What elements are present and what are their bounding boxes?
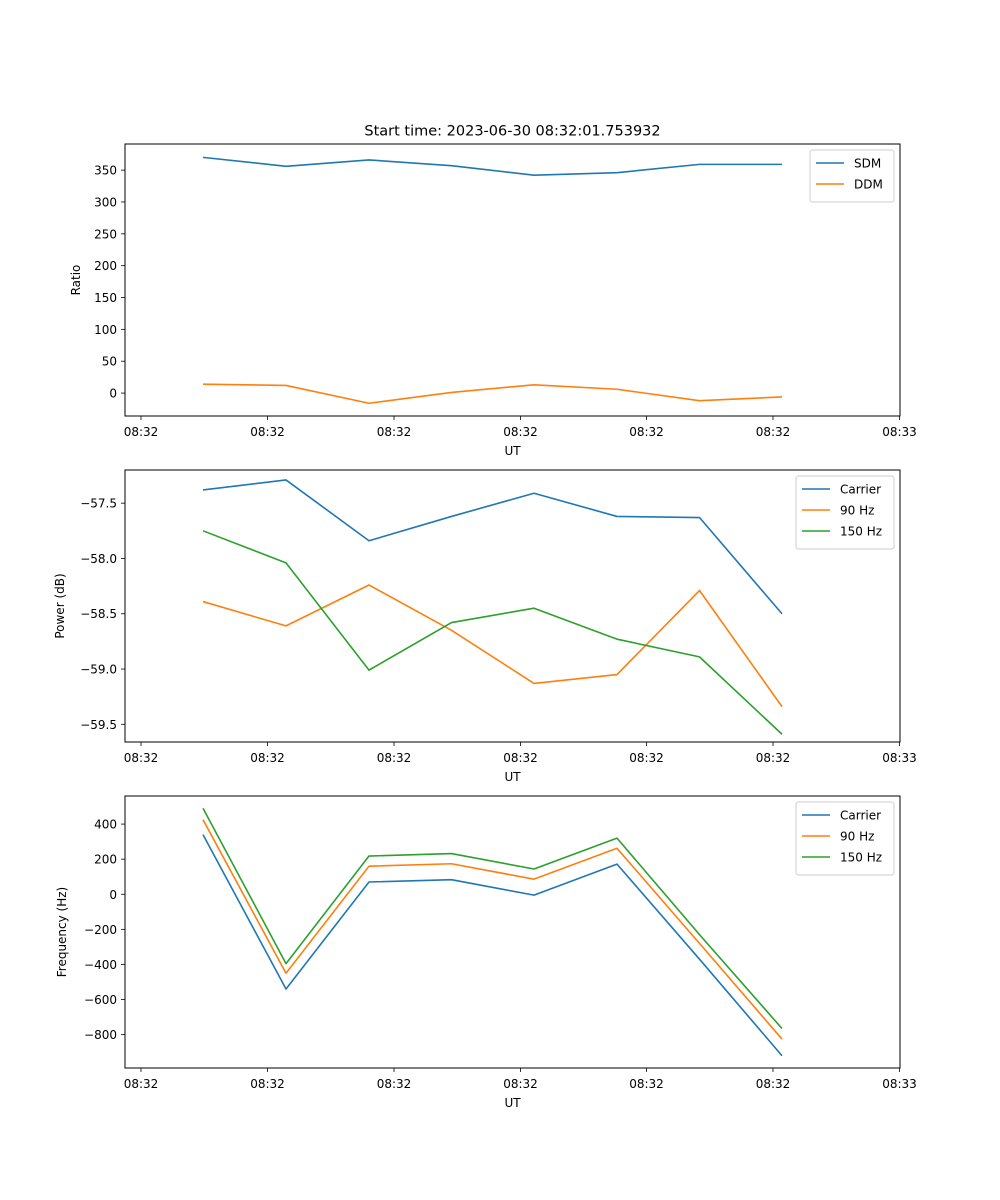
- series-line-carrier: [202, 834, 783, 1057]
- series-line-150-hz: [202, 530, 783, 735]
- legend-label: 150 Hz: [840, 525, 882, 539]
- y-tick-label: −200: [84, 923, 117, 937]
- x-tick-label: 08:32: [377, 1077, 412, 1091]
- legend-label: DDM: [854, 178, 883, 192]
- y-tick-label: −800: [84, 1028, 117, 1042]
- x-axis-label: UT: [504, 1096, 521, 1110]
- y-axis-label: Ratio: [69, 265, 83, 296]
- x-tick-label: 08:32: [124, 751, 159, 765]
- x-tick-label: 08:32: [629, 425, 664, 439]
- y-tick-label: 200: [94, 259, 117, 273]
- series-line-carrier: [202, 479, 783, 615]
- x-tick-label: 08:32: [124, 425, 159, 439]
- x-tick-label: 08:32: [503, 1077, 538, 1091]
- series-line-90-hz: [202, 819, 783, 1040]
- legend-label: Carrier: [840, 809, 881, 823]
- legend-label: 90 Hz: [840, 830, 874, 844]
- chart-panel-2: 08:32 08:32 08:32 08:32 08:32 08:32 08:33 −59.5…: [53, 469, 917, 784]
- x-tick-label: 08:32: [250, 425, 285, 439]
- legend: SDM DDM: [809, 149, 895, 203]
- legend: Carrier 90 Hz 150 Hz: [795, 801, 895, 876]
- series-line-sdm: [202, 156, 782, 177]
- x-tick-label: 08:32: [756, 1077, 791, 1091]
- chart-panel-3: 08:32 08:32 08:32 08:32 08:32 08:32 08:33 −800 −…: [55, 795, 917, 1110]
- x-tick-label: 08:32: [629, 751, 664, 765]
- x-tick-label: 08:32: [756, 425, 791, 439]
- y-tick-label: 100: [94, 323, 117, 337]
- x-tick-label: 08:32: [377, 425, 412, 439]
- x-tick-label: 08:33: [882, 425, 917, 439]
- y-tick-label: 200: [94, 853, 117, 867]
- y-tick-label: 300: [94, 195, 117, 209]
- x-tick-label: 08:32: [250, 1077, 285, 1091]
- y-tick-label: −59.0: [80, 663, 117, 677]
- axes-frame: [124, 469, 901, 743]
- y-tick-label: 350: [94, 164, 117, 178]
- y-tick-label: 50: [102, 355, 117, 369]
- y-tick-label: −58.5: [80, 607, 117, 621]
- y-axis-label: Power (dB): [53, 573, 67, 638]
- legend: Carrier 90 Hz 150 Hz: [795, 475, 895, 550]
- legend-label: SDM: [854, 157, 881, 171]
- y-tick-label: 400: [94, 818, 117, 832]
- legend-label: Carrier: [840, 483, 881, 497]
- legend-label: 150 Hz: [840, 851, 882, 865]
- x-tick-label: 08:33: [882, 751, 917, 765]
- x-tick-label: 08:32: [503, 751, 538, 765]
- x-tick-label: 08:33: [882, 1077, 917, 1091]
- y-tick-label: −59.5: [80, 718, 117, 732]
- y-tick-label: 150: [94, 291, 117, 305]
- chart-panel-1: 08:32 08:32 08:32 08:32 08:32 08:32 08:33 0 50 10…: [69, 143, 917, 458]
- x-tick-label: 08:32: [503, 425, 538, 439]
- series-line-150-hz: [202, 807, 783, 1030]
- y-tick-label: 0: [109, 387, 117, 401]
- y-tick-label: −57.5: [80, 497, 117, 511]
- y-tick-label: −58.0: [80, 552, 117, 566]
- x-tick-label: 08:32: [377, 751, 412, 765]
- x-tick-label: 08:32: [124, 1077, 159, 1091]
- y-tick-label: 250: [94, 227, 117, 241]
- x-axis-label: UT: [504, 444, 521, 458]
- series-line-ddm: [202, 383, 783, 405]
- legend-box: [809, 149, 895, 203]
- x-tick-label: 08:32: [250, 751, 285, 765]
- y-tick-label: −600: [84, 993, 117, 1007]
- series-line-90-hz: [202, 584, 783, 708]
- y-axis-label: Frequency (Hz): [55, 887, 69, 978]
- y-tick-label: 0: [109, 888, 117, 902]
- chart-title: Start time: 2023-06-30 08:32:01.753932: [364, 124, 660, 140]
- x-tick-label: 08:32: [629, 1077, 664, 1091]
- y-tick-label: −400: [84, 958, 117, 972]
- axes-frame: [124, 143, 901, 417]
- x-tick-label: 08:32: [756, 751, 791, 765]
- x-axis-label: UT: [504, 770, 521, 784]
- legend-label: 90 Hz: [840, 504, 874, 518]
- axes-frame: [124, 795, 901, 1069]
